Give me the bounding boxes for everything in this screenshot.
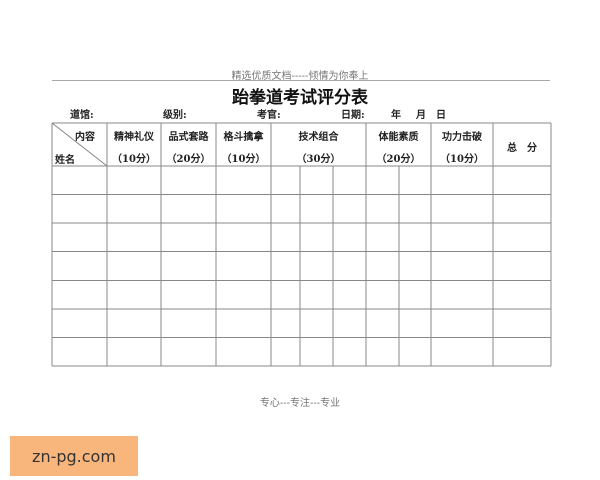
level-label: 级别: [163,110,187,121]
month-label: 月 [416,110,426,121]
watermark-badge: zn-pg.com [10,436,138,476]
corner-diagonal [51,122,108,167]
page-title: 跆拳道考试评分表 [232,88,368,108]
column-header-points: （20分） [376,154,421,165]
total-header: 总 分 [507,143,537,154]
year-label: 年 [391,110,401,121]
corner-content-label: 内容 [75,132,95,143]
column-header-name: 品式套路 [168,132,209,143]
column-header-points: （10分） [112,154,156,165]
column-header-name: 功力击破 [442,132,482,143]
corner-name-label: 姓名 [55,155,75,166]
column-header-points: （30分） [296,154,341,165]
column-header-name: 格斗擒拿 [223,132,264,143]
day-label: 日 [436,110,446,121]
column-header-name: 体能素质 [378,132,419,143]
column-header-name: 技术组合 [298,132,339,143]
footer-slogan: 专心---专注---专业 [259,398,341,409]
column-header-points: （10分） [440,154,484,165]
column-header-points: （10分） [221,154,266,165]
header-note: 精选优质文档-----倾情为你奉上 [231,71,369,82]
header-rule [52,80,550,81]
examiner-label: 考官: [257,110,281,121]
date-label: 日期: [341,110,365,121]
column-header-points: （20分） [166,154,211,165]
column-header-name: 精神礼仪 [114,132,154,143]
hall-label: 道馆: [70,110,94,121]
